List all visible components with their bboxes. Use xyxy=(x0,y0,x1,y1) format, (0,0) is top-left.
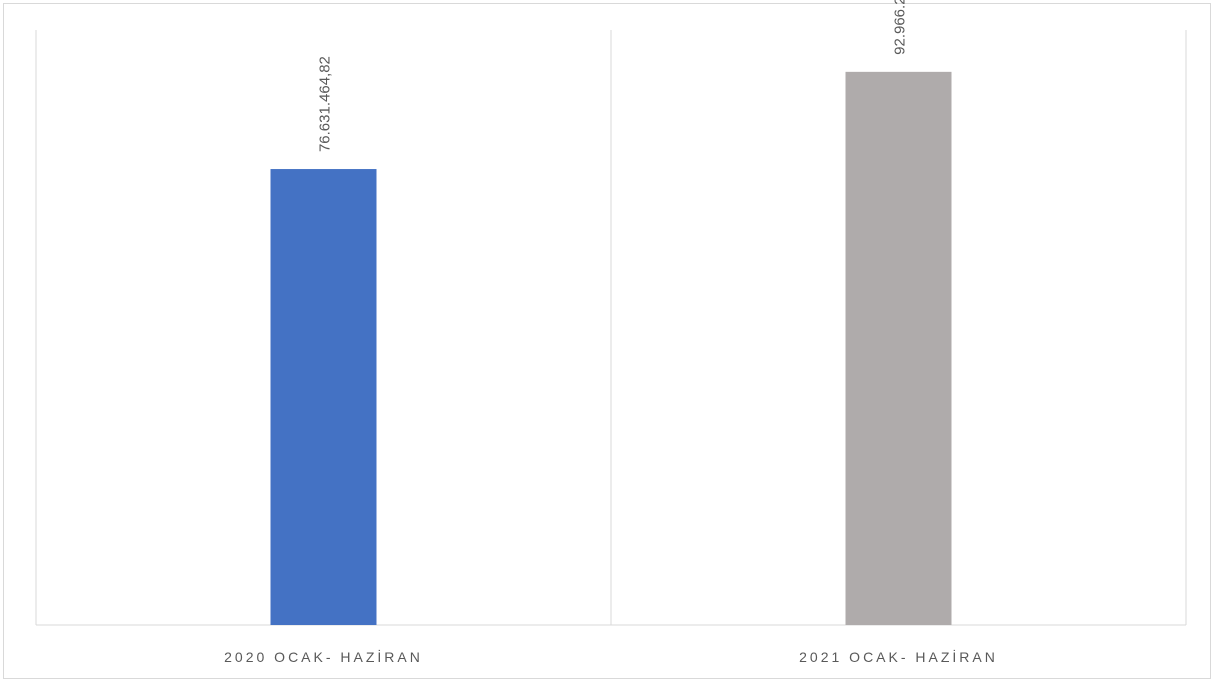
category-label-1: 2020 OCAK- HAZİRAN xyxy=(224,648,423,665)
chart-frame xyxy=(3,3,1211,679)
bar-1 xyxy=(270,169,377,625)
value-labels: 76.631.464,82 92.966.285,50 xyxy=(317,0,909,152)
bar-2 xyxy=(845,71,952,626)
category-separators xyxy=(35,30,1187,625)
category-labels: 2020 OCAK- HAZİRAN 2021 OCAK- HAZİRAN xyxy=(224,648,998,665)
value-label-2: 92.966.285,50 xyxy=(892,0,909,55)
category-label-2: 2021 OCAK- HAZİRAN xyxy=(799,648,998,665)
bars xyxy=(270,71,952,626)
value-label-1: 76.631.464,82 xyxy=(317,56,334,152)
